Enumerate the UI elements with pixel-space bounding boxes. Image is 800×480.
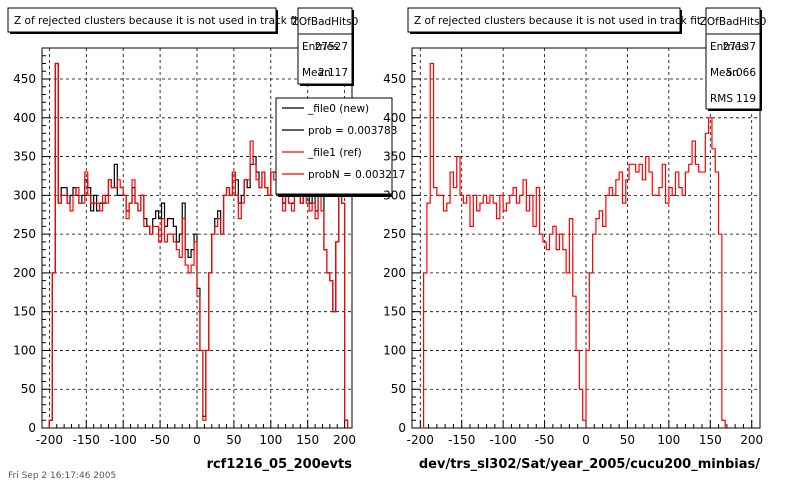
- x-tick-label: -100: [110, 433, 137, 447]
- stats-value: 27137: [723, 41, 756, 53]
- y-tick-label: 400: [13, 111, 36, 125]
- x-tick-label: -150: [448, 433, 475, 447]
- x-tick-label: -150: [73, 433, 100, 447]
- stats-label: Entries: [710, 41, 747, 53]
- x-tick-label: 150: [699, 433, 722, 447]
- title-box-shadow: [276, 10, 278, 34]
- y-tick-label: 0: [28, 421, 36, 435]
- y-tick-label: 350: [383, 150, 406, 164]
- chart-panel-1: -200 -150 -100 -50 0 50 100 150 200 0 50 100 150 200 2…: [7, 7, 405, 472]
- y-tick-label: 250: [383, 227, 406, 241]
- legend-box: [275, 97, 393, 195]
- x-tick-label: 100: [657, 433, 680, 447]
- stats-name: ZOfBadHits0: [700, 16, 767, 28]
- x-tick-label: -200: [36, 433, 63, 447]
- x-tick-label: 0: [582, 433, 590, 447]
- stats-box-shadow: [760, 10, 762, 111]
- x-axis-label: dev/trs_sl302/Sat/year_2005/cucu200_minb…: [419, 457, 760, 472]
- x-tick-label: 150: [296, 433, 319, 447]
- y-tick-label: 450: [13, 72, 36, 86]
- x-tick-label: 100: [259, 433, 282, 447]
- x-tick-label: 0: [193, 433, 201, 447]
- title-box-shadow: [10, 32, 278, 34]
- y-tick-label: 100: [383, 343, 406, 357]
- x-axis-label: rcf1216_05_200evts: [207, 457, 353, 472]
- y-tick-label: 200: [383, 266, 406, 280]
- stats-box-shadow: [300, 84, 354, 86]
- x-tick-label: 50: [226, 433, 241, 447]
- x-tick-label: -50: [535, 433, 555, 447]
- stats-name: ZOfBadHits0: [292, 16, 359, 28]
- stats-value: 119: [736, 93, 756, 105]
- stats-box-shadow: [352, 10, 354, 86]
- y-tick-label: 150: [383, 305, 406, 319]
- x-tick-label: -50: [150, 433, 170, 447]
- x-tick-label: 200: [333, 433, 356, 447]
- legend-label: prob = 0.003783: [308, 125, 397, 137]
- stats-value: 2.117: [318, 67, 348, 79]
- legend-label: probN = 0.003217: [308, 169, 405, 181]
- stats-label: Entries: [302, 41, 339, 53]
- y-tick-label: 350: [13, 150, 36, 164]
- y-tick-label: 50: [391, 382, 406, 396]
- x-tick-label: -100: [490, 433, 517, 447]
- stats-box-shadow: [708, 109, 762, 111]
- y-tick-label: 200: [13, 266, 36, 280]
- y-tick-label: 50: [21, 382, 36, 396]
- legend-label: _file0 (new): [307, 103, 369, 115]
- title-box-shadow: [680, 10, 682, 34]
- stats-value: 5.066: [726, 67, 756, 79]
- y-tick-label: 150: [13, 305, 36, 319]
- legend-label: _file1 (ref): [307, 147, 362, 159]
- title-box-shadow: [410, 32, 682, 34]
- title-box: [7, 7, 277, 33]
- y-tick-label: 300: [13, 188, 36, 202]
- chart-title: Z of rejected clusters because it is not…: [414, 15, 701, 27]
- y-tick-label: 400: [383, 111, 406, 125]
- y-tick-label: 300: [383, 188, 406, 202]
- chart-title: Z of rejected clusters because it is not…: [14, 15, 301, 27]
- stats-value: 27527: [315, 41, 348, 53]
- stats-label: RMS: [710, 93, 733, 105]
- x-tick-label: 200: [740, 433, 763, 447]
- histogram-series-2: [48, 62, 349, 428]
- y-tick-label: 450: [383, 72, 406, 86]
- timestamp-footer: Fri Sep 2 16:17:46 2005: [8, 471, 116, 480]
- y-tick-label: 0: [398, 421, 406, 435]
- x-tick-label: 50: [620, 433, 635, 447]
- y-tick-label: 250: [13, 227, 36, 241]
- stats-box: [705, 7, 761, 110]
- title-box: [407, 7, 681, 33]
- stats-label: Mean: [302, 67, 331, 79]
- y-tick-label: 100: [13, 343, 36, 357]
- legend-box-shadow: [278, 194, 392, 197]
- chart-panel-2: -200 -150 -100 -50 0 50 100 150 200 0 50 100 150 200 2…: [383, 7, 767, 472]
- x-tick-label: -200: [407, 433, 434, 447]
- stats-label: Mean: [710, 67, 739, 79]
- histogram-series-1: [420, 62, 726, 429]
